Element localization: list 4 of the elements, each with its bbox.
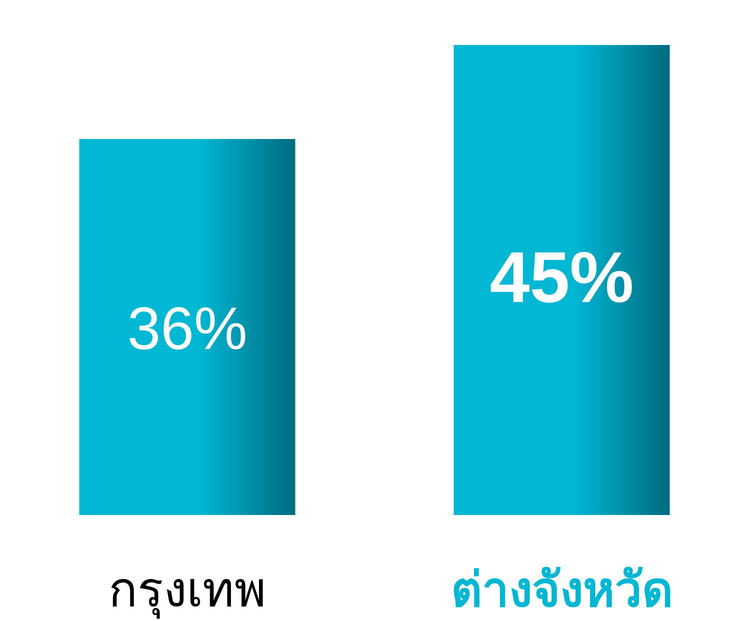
data-label: 36% (127, 295, 248, 362)
x-tick-label: กรุงเทพ (108, 562, 266, 619)
x-tick-label: ต่างจังหวัด (450, 562, 673, 618)
data-label: 45% (490, 238, 634, 318)
